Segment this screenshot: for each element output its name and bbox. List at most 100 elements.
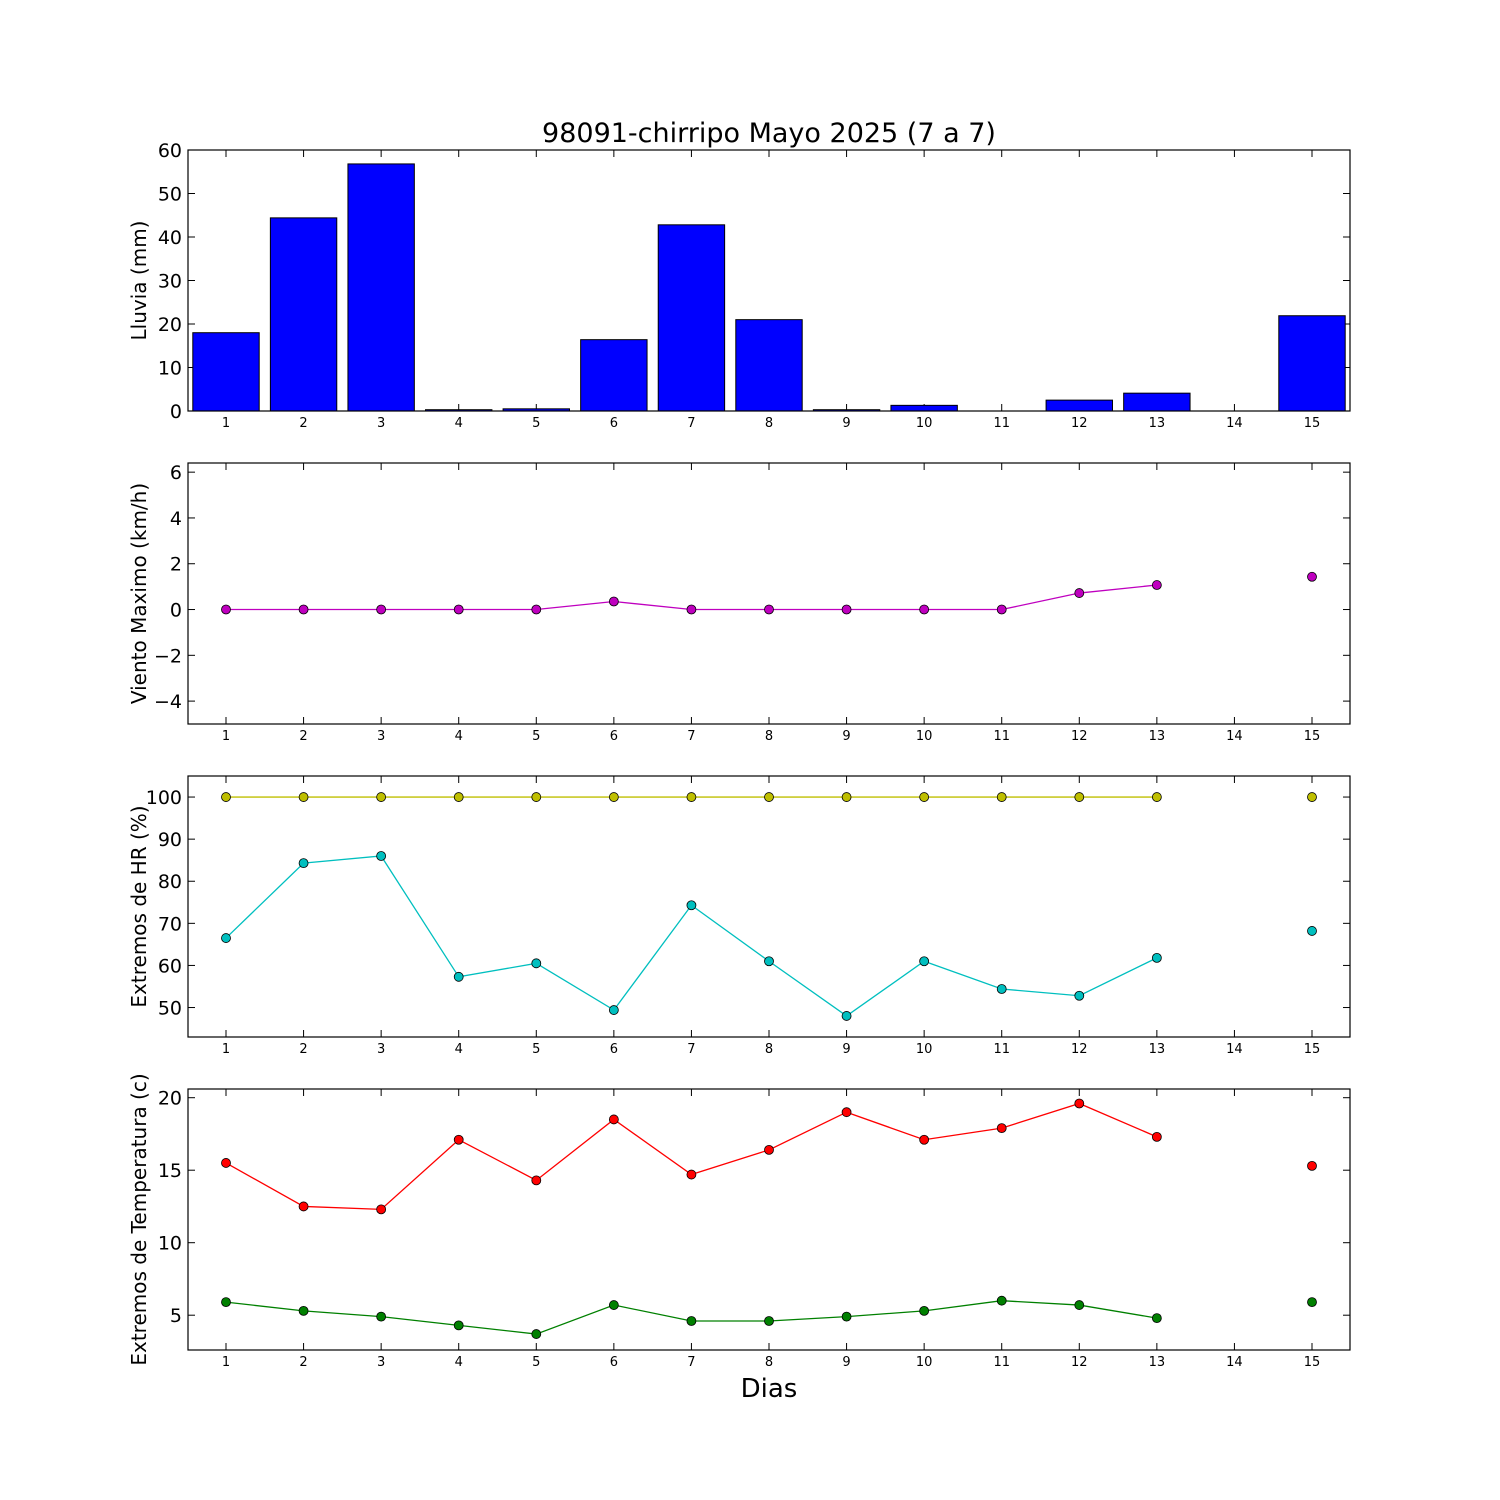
point-series-1-day-10 xyxy=(919,604,930,615)
bar-day-13 xyxy=(1123,392,1191,412)
point-series-1-day-9 xyxy=(841,792,852,802)
x-tick-label: 12 xyxy=(1071,729,1088,744)
axes-frame xyxy=(187,149,1351,412)
point-series-2-day-4 xyxy=(453,1320,464,1331)
point-series-1-day-13 xyxy=(1151,792,1162,802)
x-tick-label: 1 xyxy=(222,1042,230,1057)
y-tick-label: 40 xyxy=(158,227,182,249)
axes-frame xyxy=(187,1088,1351,1351)
x-tick-label: 14 xyxy=(1226,729,1243,744)
point-series-1-day-1 xyxy=(221,792,231,802)
point-series-1-day-6 xyxy=(608,596,619,607)
x-tick-label: 9 xyxy=(842,729,850,744)
x-tick-label: 11 xyxy=(993,1355,1010,1370)
point-series-2-day-13 xyxy=(1151,1313,1162,1323)
y-tick-label: 50 xyxy=(158,998,182,1020)
point-series-1-day-12 xyxy=(1074,792,1085,802)
y-tick-label: −4 xyxy=(154,691,182,713)
x-tick-label: 5 xyxy=(532,729,540,744)
x-tick-label: 9 xyxy=(842,416,850,431)
point-series-2-day-6 xyxy=(608,1005,619,1015)
x-tick-label: 5 xyxy=(532,1355,540,1370)
bar-day-8 xyxy=(735,319,803,412)
point-series-1-day-15 xyxy=(1307,571,1317,582)
x-tick-label: 8 xyxy=(765,1042,773,1057)
point-series-1-day-12 xyxy=(1074,1098,1085,1109)
point-series-1-day-4 xyxy=(453,792,464,802)
point-series-1-day-8 xyxy=(764,1145,774,1155)
y-tick-label: 20 xyxy=(158,314,182,336)
x-tick-label: 6 xyxy=(610,1355,618,1370)
point-series-1-day-6 xyxy=(608,1114,619,1125)
y-tick-label: 30 xyxy=(158,271,182,293)
point-series-1-day-13 xyxy=(1151,580,1162,590)
x-tick-label: 11 xyxy=(993,729,1010,744)
x-tick-label: 8 xyxy=(765,729,773,744)
x-axis-label: Dias xyxy=(741,1374,798,1404)
x-tick-label: 9 xyxy=(842,1355,850,1370)
point-series-1-day-7 xyxy=(686,604,697,615)
x-tick-label: 6 xyxy=(610,1042,618,1057)
point-series-1-day-6 xyxy=(608,792,619,802)
point-series-1-day-12 xyxy=(1074,588,1085,598)
x-tick-label: 14 xyxy=(1226,416,1243,431)
x-tick-label: 10 xyxy=(916,1042,933,1057)
point-series-2-day-15 xyxy=(1307,1297,1317,1308)
point-series-2-day-11 xyxy=(996,1295,1007,1306)
point-series-2-day-10 xyxy=(919,1305,930,1316)
x-tick-label: 14 xyxy=(1226,1355,1243,1370)
point-series-1-day-8 xyxy=(764,604,774,615)
point-series-1-day-3 xyxy=(376,604,387,615)
y-tick-label: 10 xyxy=(158,1233,182,1255)
point-series-1-day-11 xyxy=(996,792,1007,802)
y-tick-label: 0 xyxy=(170,600,182,622)
point-series-2-day-3 xyxy=(376,851,387,861)
y-axis-label: Viento Maximo (km/h) xyxy=(127,483,151,704)
x-tick-label: 2 xyxy=(299,416,307,431)
y-tick-label: 15 xyxy=(158,1160,182,1182)
y-tick-label: −2 xyxy=(154,645,182,667)
x-tick-label: 3 xyxy=(377,416,385,431)
point-series-2-day-2 xyxy=(298,1305,309,1316)
x-tick-label: 15 xyxy=(1304,416,1321,431)
bar-day-7 xyxy=(657,224,726,412)
axes-frame xyxy=(187,775,1351,1038)
point-series-2-day-3 xyxy=(376,1311,387,1322)
point-series-1-day-8 xyxy=(764,792,774,802)
point-series-2-day-9 xyxy=(841,1311,852,1322)
point-series-2-day-4 xyxy=(453,971,464,982)
point-series-1-day-10 xyxy=(919,792,930,802)
y-axis-label: Extremos de Temperatura (c) xyxy=(127,1073,151,1365)
x-tick-label: 8 xyxy=(765,416,773,431)
point-series-2-day-15 xyxy=(1307,926,1317,936)
x-tick-label: 13 xyxy=(1149,729,1166,744)
point-series-2-day-7 xyxy=(686,1316,697,1326)
point-series-1-day-9 xyxy=(841,604,852,615)
x-tick-label: 4 xyxy=(455,1355,463,1370)
x-tick-label: 1 xyxy=(222,416,230,431)
point-series-1-day-7 xyxy=(686,792,697,802)
point-series-1-day-15 xyxy=(1307,1160,1317,1171)
y-tick-label: 5 xyxy=(170,1305,182,1327)
x-tick-label: 15 xyxy=(1304,1355,1321,1370)
x-tick-label: 4 xyxy=(455,1042,463,1057)
x-tick-label: 12 xyxy=(1071,1042,1088,1057)
point-series-2-day-10 xyxy=(919,956,930,967)
x-tick-label: 3 xyxy=(377,729,385,744)
point-series-1-day-4 xyxy=(453,604,464,615)
point-series-1-day-5 xyxy=(531,792,542,802)
x-tick-label: 7 xyxy=(687,1042,695,1057)
point-series-2-day-1 xyxy=(221,1297,231,1308)
x-tick-label: 6 xyxy=(610,416,618,431)
point-series-1-day-15 xyxy=(1307,792,1317,802)
point-series-1-day-7 xyxy=(686,1169,697,1180)
y-tick-label: 6 xyxy=(170,462,182,484)
bar-day-3 xyxy=(347,163,415,412)
point-series-1-day-2 xyxy=(298,604,309,615)
x-tick-label: 12 xyxy=(1071,1355,1088,1370)
x-tick-label: 11 xyxy=(993,1042,1010,1057)
point-series-1-day-1 xyxy=(221,604,231,615)
